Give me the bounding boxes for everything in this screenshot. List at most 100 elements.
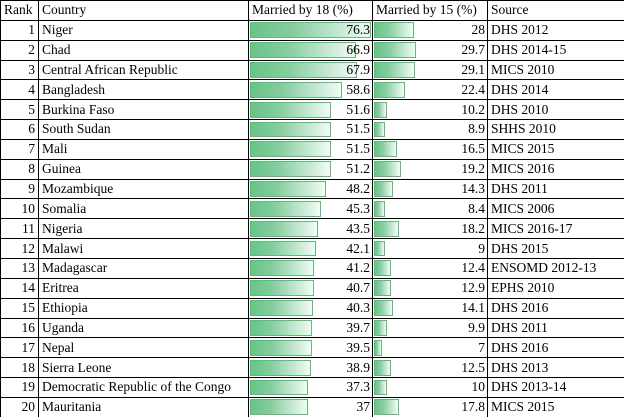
married-by-18-data-bar — [250, 320, 312, 336]
married-by-15-data-bar — [374, 399, 399, 416]
married-by-18-cell: 66.9 — [248, 39, 373, 61]
country-cell: Central African Republic — [38, 59, 249, 81]
married-by-15-data-bar — [374, 359, 391, 376]
country-cell: Uganda — [38, 317, 249, 339]
source-cell: MICS 2016 — [487, 158, 624, 180]
married-by-15-cell: 8.9 — [372, 119, 488, 140]
married-by-18-data-bar — [250, 22, 371, 39]
table-row: 11 Nigeria 43.5 18.2 MICS 2016-17 — [0, 218, 624, 240]
rank-cell: 12 — [0, 238, 39, 259]
country-cell: Burkina Faso — [38, 99, 249, 121]
source-cell: DHS 2014-15 — [487, 39, 624, 61]
country-cell: Nigeria — [38, 218, 249, 240]
country-cell: Ethiopia — [38, 297, 249, 319]
rank-cell: 5 — [0, 99, 39, 121]
country-cell: Nepal — [38, 337, 249, 359]
married-by-15-data-bar — [374, 280, 392, 297]
married-by-18-cell: 48.2 — [248, 178, 373, 200]
married-by-18-value: 39.5 — [346, 339, 370, 355]
married-by-15-cell: 7 — [372, 337, 488, 359]
married-by-18-data-bar — [250, 300, 313, 316]
married-by-15-data-bar — [374, 260, 391, 277]
married-by-15-value: 10.2 — [461, 101, 485, 117]
married-by-15-cell: 10.2 — [372, 99, 488, 121]
married-by-15-value: 8.4 — [468, 200, 485, 216]
married-by-18-cell: 51.5 — [248, 138, 373, 160]
married-by-18-cell: 43.5 — [248, 218, 373, 240]
married-by-18-data-bar — [250, 121, 332, 138]
married-by-18-value: 51.5 — [346, 121, 370, 137]
table-row: 10 Somalia 45.3 8.4 MICS 2006 — [0, 198, 624, 220]
married-by-15-value: 9 — [478, 240, 485, 256]
married-by-18-data-bar — [250, 260, 315, 277]
source-cell: DHS 2012 — [487, 19, 624, 41]
country-cell: South Sudan — [38, 119, 249, 140]
rank-cell: 2 — [0, 39, 39, 61]
country-cell: Mali — [38, 138, 249, 160]
married-by-15-cell: 9 — [372, 238, 488, 259]
married-by-15-cell: 29.7 — [372, 39, 488, 61]
country-cell: Bangladesh — [38, 79, 249, 101]
rank-cell: 19 — [0, 377, 39, 398]
married-by-15-data-bar — [374, 300, 394, 316]
source-cell: DHS 2011 — [487, 178, 624, 200]
married-by-18-value: 51.6 — [346, 101, 370, 117]
country-cell: Chad — [38, 39, 249, 61]
header-row: Rank Country Married by 18 (%) Married b… — [0, 0, 624, 21]
country-cell: Somalia — [38, 198, 249, 220]
rank-cell: 20 — [0, 396, 39, 417]
married-by-15-value: 9.9 — [468, 319, 485, 335]
table-row: 18 Sierra Leone 38.9 12.5 DHS 2013 — [0, 357, 624, 379]
married-by-15-data-bar — [374, 62, 416, 78]
source-cell: MICS 2006 — [487, 198, 624, 220]
married-by-15-data-bar — [374, 181, 394, 197]
married-by-18-value: 42.1 — [346, 240, 370, 256]
married-by-18-data-bar — [250, 220, 319, 237]
married-by-18-data-bar — [250, 161, 331, 178]
rank-cell: 10 — [0, 198, 39, 220]
married-by-18-cell: 41.2 — [248, 257, 373, 279]
married-by-15-data-bar — [374, 101, 388, 118]
table-row: 1 Niger 76.3 28 DHS 2012 — [0, 19, 624, 41]
source-cell: MICS 2016-17 — [487, 218, 624, 240]
married-by-18-data-bar — [250, 101, 332, 118]
married-by-18-data-bar — [250, 280, 314, 297]
married-by-18-data-bar — [250, 141, 332, 158]
married-by-15-cell: 14.1 — [372, 297, 488, 319]
table-row: 7 Mali 51.5 16.5 MICS 2015 — [0, 138, 624, 160]
married-by-18-data-bar — [250, 81, 343, 98]
country-cell: Madagascar — [38, 257, 249, 279]
table-row: 9 Mozambique 48.2 14.3 DHS 2011 — [0, 178, 624, 200]
table-row: 15 Ethiopia 40.3 14.1 DHS 2016 — [0, 297, 624, 319]
married-by-15-data-bar — [374, 200, 385, 217]
married-by-18-cell: 39.7 — [248, 317, 373, 339]
country-cell: Democratic Republic of the Congo — [38, 377, 249, 398]
married-by-15-cell: 22.4 — [372, 79, 488, 101]
married-by-15-value: 19.2 — [461, 161, 485, 177]
rank-cell: 4 — [0, 79, 39, 101]
married-by-18-cell: 58.6 — [248, 79, 373, 101]
married-by-15-data-bar — [374, 161, 401, 178]
table-row: 4 Bangladesh 58.6 22.4 DHS 2014 — [0, 79, 624, 101]
source-cell: DHS 2015 — [487, 238, 624, 259]
source-cell: MICS 2015 — [487, 396, 624, 417]
source-cell: DHS 2013 — [487, 357, 624, 379]
married-by-15-value: 28 — [471, 22, 486, 38]
married-by-18-value: 37.3 — [346, 379, 370, 395]
married-by-18-cell: 45.3 — [248, 198, 373, 220]
table-row: 6 South Sudan 51.5 8.9 SHHS 2010 — [0, 119, 624, 140]
married-by-18-value: 58.6 — [346, 81, 370, 97]
married-by-15-cell: 12.9 — [372, 277, 488, 299]
married-by-15-cell: 17.8 — [372, 396, 488, 417]
married-by-15-data-bar — [374, 240, 386, 257]
table-row: 17 Nepal 39.5 7 DHS 2016 — [0, 337, 624, 359]
table-row: 20 Mauritania 37 17.8 MICS 2015 — [0, 396, 624, 417]
table-row: 8 Guinea 51.2 19.2 MICS 2016 — [0, 158, 624, 180]
married-by-15-data-bar — [374, 121, 386, 138]
married-by-18-value: 40.7 — [346, 280, 370, 296]
country-cell: Malawi — [38, 238, 249, 259]
source-cell: DHS 2010 — [487, 99, 624, 121]
married-by-15-data-bar — [374, 141, 397, 158]
column-header-married-by-18: Married by 18 (%) — [248, 0, 373, 21]
married-by-18-value: 66.9 — [346, 42, 370, 58]
